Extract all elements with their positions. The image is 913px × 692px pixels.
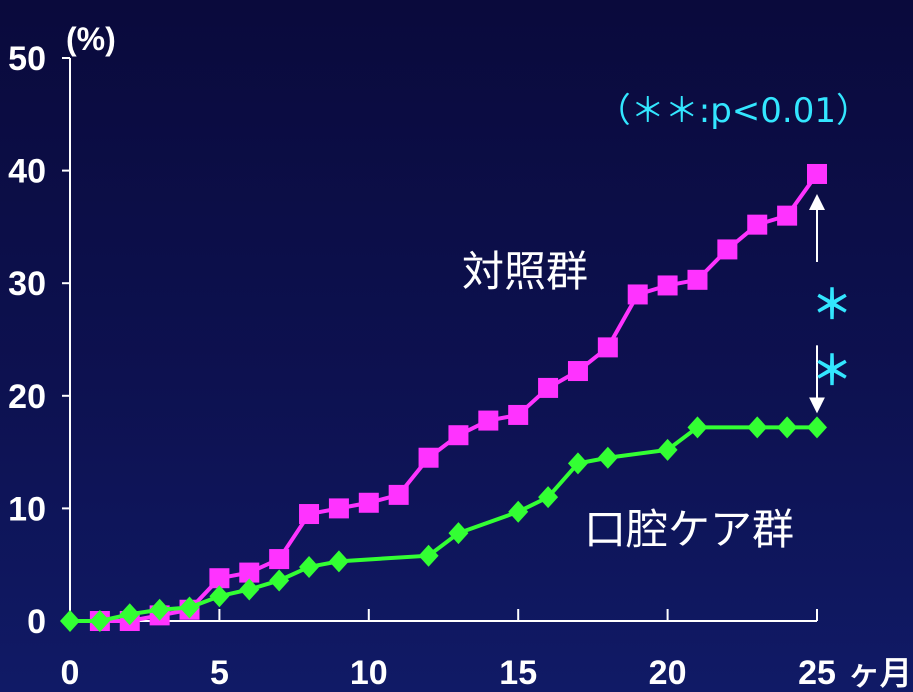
significance-asterisk: ＊ xyxy=(812,282,852,328)
data-point-square xyxy=(777,205,798,226)
x-tick-label: 0 xyxy=(61,654,80,692)
series-label-oral-care: 口腔ケア群 xyxy=(584,505,794,554)
data-point-square xyxy=(717,239,738,260)
data-point-diamond xyxy=(149,598,170,621)
x-axis-unit: ヶ月 xyxy=(848,654,912,692)
data-point-square xyxy=(269,549,290,570)
data-point-square xyxy=(239,562,260,583)
tick-labels: 0 10 20 30 40 50 0 5 10 15 20 25 (%) ヶ月 xyxy=(8,21,912,692)
data-point-diamond xyxy=(418,544,439,567)
data-point-square xyxy=(627,284,648,305)
data-point-diamond xyxy=(567,452,588,475)
significance-note: （＊＊:p<0.01） xyxy=(597,91,870,131)
data-point-diamond xyxy=(179,596,200,619)
data-point-diamond xyxy=(209,585,230,608)
data-point-square xyxy=(508,404,529,425)
data-point-diamond xyxy=(807,416,827,439)
data-point-diamond xyxy=(508,500,529,523)
data-point-square xyxy=(538,377,559,398)
significance-marker: ＊＊ xyxy=(812,282,852,394)
data-point-square xyxy=(448,425,469,446)
y-tick-label: 50 xyxy=(8,40,46,78)
data-point-square xyxy=(418,447,439,468)
x-tick-label: 5 xyxy=(210,654,229,692)
data-point-diamond xyxy=(60,610,80,632)
data-point-square xyxy=(478,410,499,431)
data-point-square xyxy=(567,361,588,382)
y-tick-label: 30 xyxy=(8,265,46,303)
x-tick-label: 20 xyxy=(649,654,687,692)
data-point-square xyxy=(657,275,678,296)
data-point-diamond xyxy=(89,610,110,632)
series-oral-care xyxy=(60,416,827,632)
y-axis-unit: (%) xyxy=(66,21,116,57)
data-point-square xyxy=(687,269,708,290)
data-point-square xyxy=(597,337,618,358)
data-point-diamond xyxy=(239,578,260,601)
data-point-diamond xyxy=(777,416,798,439)
axes xyxy=(62,57,818,622)
data-point-diamond xyxy=(448,522,469,545)
data-point-diamond xyxy=(597,446,618,469)
y-tick-label: 10 xyxy=(8,490,46,528)
data-point-diamond xyxy=(538,486,559,509)
data-point-square xyxy=(747,214,768,235)
x-tick-label: 10 xyxy=(350,654,388,692)
data-point-diamond xyxy=(269,569,290,592)
data-point-diamond xyxy=(328,550,349,573)
data-point-square xyxy=(388,484,409,505)
data-point-diamond xyxy=(747,416,768,439)
significance-asterisk: ＊ xyxy=(812,348,852,394)
y-tick-label: 20 xyxy=(8,378,46,416)
data-point-square xyxy=(358,492,379,513)
data-point-diamond xyxy=(299,555,320,578)
series-label-control: 対照群 xyxy=(462,247,588,296)
y-tick-label: 40 xyxy=(8,153,46,191)
x-tick-label: 15 xyxy=(499,654,537,692)
data-point-diamond xyxy=(657,438,678,461)
data-point-square xyxy=(299,504,320,525)
data-point-square xyxy=(209,568,230,589)
x-tick-label: 25 xyxy=(798,654,836,692)
series-layer xyxy=(60,163,827,632)
data-point-diamond xyxy=(119,603,140,626)
data-point-diamond xyxy=(687,416,708,439)
series-control xyxy=(89,163,827,631)
data-point-square xyxy=(328,498,349,519)
data-point-square xyxy=(807,163,827,184)
y-tick-label: 0 xyxy=(27,603,46,641)
